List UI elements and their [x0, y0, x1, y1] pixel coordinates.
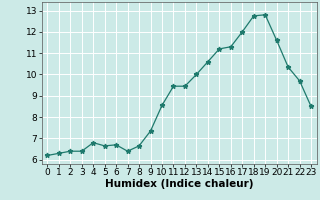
X-axis label: Humidex (Indice chaleur): Humidex (Indice chaleur): [105, 179, 253, 189]
